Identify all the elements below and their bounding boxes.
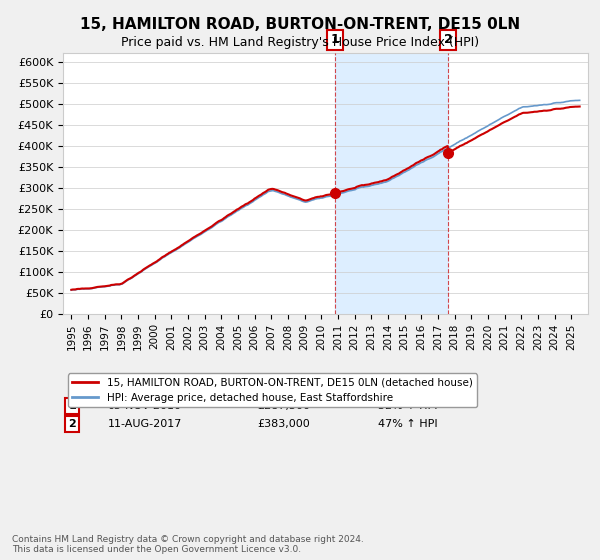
Legend: 15, HAMILTON ROAD, BURTON-ON-TRENT, DE15 0LN (detached house), HPI: Average pric: 15, HAMILTON ROAD, BURTON-ON-TRENT, DE15… [68, 374, 477, 407]
Text: 2: 2 [68, 419, 76, 430]
Text: 1: 1 [68, 401, 76, 411]
Bar [335, 53, 448, 314]
Text: 32% ↑ HPI: 32% ↑ HPI [378, 401, 437, 411]
Text: 2: 2 [444, 33, 452, 46]
Text: 1: 1 [331, 33, 340, 46]
Text: £287,500: £287,500 [257, 401, 310, 411]
Text: 11-AUG-2017: 11-AUG-2017 [107, 419, 182, 430]
Text: 05-NOV-2010: 05-NOV-2010 [107, 401, 182, 411]
Text: Price paid vs. HM Land Registry's House Price Index (HPI): Price paid vs. HM Land Registry's House … [121, 36, 479, 49]
Text: £383,000: £383,000 [257, 419, 310, 430]
Text: 47% ↑ HPI: 47% ↑ HPI [378, 419, 437, 430]
Text: 15, HAMILTON ROAD, BURTON-ON-TRENT, DE15 0LN: 15, HAMILTON ROAD, BURTON-ON-TRENT, DE15… [80, 17, 520, 32]
Text: Contains HM Land Registry data © Crown copyright and database right 2024.
This d: Contains HM Land Registry data © Crown c… [12, 535, 364, 554]
